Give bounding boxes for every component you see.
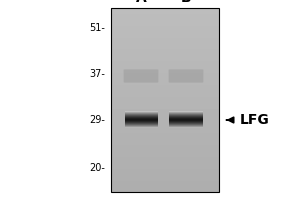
Text: LFG: LFG [240,113,270,127]
Text: 20-: 20- [89,163,105,173]
FancyBboxPatch shape [169,69,203,83]
FancyBboxPatch shape [124,69,158,83]
Text: 29-: 29- [89,115,105,125]
Text: 51-: 51- [89,23,105,33]
Text: A: A [136,0,146,5]
Bar [111,8,219,192]
Text: 37-: 37- [89,69,105,79]
Text: B: B [181,0,191,5]
